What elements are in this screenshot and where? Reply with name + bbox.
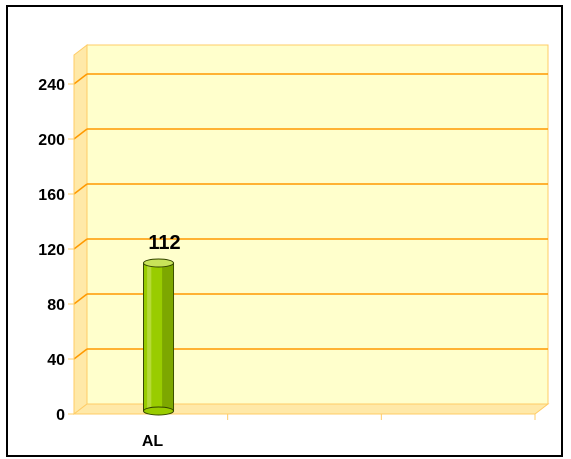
gridline-side xyxy=(73,183,88,195)
y-tick-label: 80 xyxy=(47,297,65,314)
y-tick-label: 0 xyxy=(56,407,65,424)
category-label: AL xyxy=(142,433,164,450)
bar-shade xyxy=(162,263,174,411)
gridline-side xyxy=(73,293,88,305)
bar-highlight xyxy=(147,263,152,411)
plot-side-wall xyxy=(73,43,88,416)
data-label: 112 xyxy=(148,232,180,254)
y-tick-label: 240 xyxy=(38,77,65,94)
gridline-side xyxy=(73,348,88,360)
y-tick-label: 120 xyxy=(38,242,65,259)
y-tick-label: 160 xyxy=(38,187,65,204)
bar-top xyxy=(143,258,175,268)
bar-base xyxy=(143,406,175,416)
y-tick-label: 200 xyxy=(38,132,65,149)
gridline-side xyxy=(73,238,88,250)
bar xyxy=(143,258,175,416)
gridline-side xyxy=(73,73,88,85)
y-tick-label: 40 xyxy=(47,352,65,369)
gridline-side xyxy=(73,128,88,140)
